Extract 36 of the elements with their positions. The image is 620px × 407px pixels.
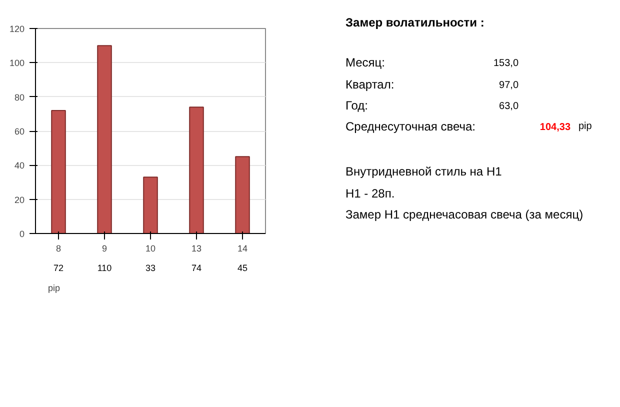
text: Год: [346,98,368,112]
x-tick-label: 13 [191,244,202,254]
text: Среднесуточная свеча: [346,120,476,134]
text: 153,0 [493,58,519,69]
y-tick-label: 100 [9,58,25,68]
text: pip [48,283,62,293]
text: Замер волатильности : [346,16,484,30]
text: H1 - 28п. [346,186,395,200]
y-tick-label: 40 [14,160,25,171]
text: 97,0 [499,80,519,91]
data-label: 72 [53,263,64,273]
x-tick-label: 14 [237,244,248,254]
bar [97,45,112,234]
y-tick-label: 120 [9,24,25,34]
text: 104,33 [540,122,571,133]
data-label: 110 [97,263,112,273]
bar [189,106,204,234]
bar [143,176,158,234]
data-label: 45 [237,263,248,273]
x-tick-label: 8 [56,244,62,254]
x-tick-label: 9 [102,244,108,254]
text: 63,0 [499,101,519,112]
y-tick-label: 20 [14,194,25,205]
text: Месяц: [346,56,386,70]
y-tick-label: 60 [14,126,25,136]
x-tick-label: 10 [145,244,156,254]
y-tick-label: 0 [19,229,25,239]
text: Квартал: [346,78,394,92]
bar [51,110,66,234]
text: pip [578,121,592,132]
y-tick-label: 80 [14,92,25,102]
bar [235,156,250,234]
data-label: 74 [191,263,202,273]
data-label: 33 [145,263,156,273]
text: Внутридневной стиль на H1 [346,164,502,178]
text: Замер H1 среднечасовая свеча (за месяц) [346,208,584,222]
